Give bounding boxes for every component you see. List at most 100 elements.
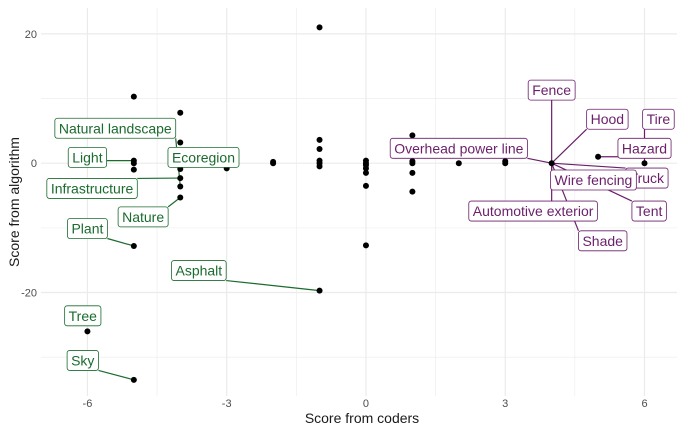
label-box	[468, 200, 598, 222]
data-point	[130, 160, 137, 167]
data-point	[316, 163, 323, 170]
data-point	[130, 376, 137, 383]
label-box	[46, 178, 138, 199]
label-box	[578, 230, 628, 252]
label-connector	[98, 369, 135, 381]
point-label: Natural landscape	[54, 117, 177, 139]
point-label: Light	[67, 146, 108, 168]
data-point	[409, 169, 416, 176]
label-box	[171, 260, 227, 281]
data-point	[177, 109, 184, 116]
label-text: Hazard	[622, 140, 667, 156]
y-axis-title: Score from algorithm	[6, 137, 22, 267]
label-box	[617, 137, 672, 159]
label-text: Overhead power line	[394, 140, 523, 156]
label-connector	[551, 162, 626, 169]
data-point	[270, 160, 277, 167]
label-box	[54, 117, 177, 139]
label-text: Sky	[71, 352, 94, 368]
y-tick-label: 0	[31, 158, 37, 170]
point-label: Shade	[578, 230, 628, 252]
point-label: Fence	[527, 79, 576, 101]
label-box	[67, 218, 108, 239]
label-box	[167, 146, 240, 168]
label-text: Fence	[532, 82, 571, 98]
label-box	[389, 137, 528, 159]
data-point	[316, 136, 323, 143]
label-text: Tree	[69, 308, 97, 324]
label-text: Hood	[591, 111, 624, 127]
point-label: Tire	[642, 108, 675, 130]
point-label: Hood	[586, 108, 629, 130]
point-label: Automotive exterior	[468, 200, 598, 222]
data-point	[362, 182, 369, 189]
label-box	[642, 108, 675, 130]
label-connector	[551, 128, 588, 164]
point-label: Infrastructure	[46, 178, 138, 199]
label-box	[550, 169, 637, 191]
label-text: Wire fencing	[555, 172, 633, 188]
x-axis-title: Score from coders	[305, 410, 419, 426]
x-axis-ticks: -6 -3 0 3 6	[83, 398, 648, 410]
data-point	[595, 153, 602, 160]
data-point	[409, 160, 416, 167]
x-tick-label: 0	[363, 398, 369, 410]
label-connector	[527, 157, 552, 164]
label-box	[631, 200, 667, 222]
data-point	[548, 160, 555, 167]
label-box	[527, 79, 576, 101]
label-text: Shade	[582, 233, 623, 249]
label-text: Ecoregion	[172, 149, 235, 165]
label-connector	[107, 237, 135, 247]
x-tick-label: -6	[83, 398, 93, 410]
label-text: Tire	[647, 111, 671, 127]
data-point	[316, 287, 323, 294]
data-point	[409, 188, 416, 195]
point-label: Sky	[66, 350, 99, 371]
label-text: Tent	[636, 203, 663, 219]
data-point	[130, 166, 137, 173]
data-point	[177, 139, 184, 146]
data-point	[409, 132, 416, 139]
data-point	[84, 328, 91, 335]
x-tick-label: 3	[502, 398, 508, 410]
label-box	[66, 350, 99, 371]
point-label: Asphalt	[171, 260, 227, 281]
data-point	[177, 183, 184, 190]
data-point	[130, 93, 137, 100]
label-text: Asphalt	[175, 263, 222, 279]
data-point	[316, 24, 323, 31]
label-text: Truck	[630, 170, 665, 186]
data-point	[502, 160, 509, 167]
label-text: Light	[72, 149, 102, 165]
data-point	[362, 169, 369, 176]
point-label: Hazard	[617, 137, 672, 159]
data-point	[362, 165, 369, 172]
data-point	[455, 160, 462, 167]
x-tick-label: 6	[641, 398, 647, 410]
x-tick-label: -3	[222, 398, 232, 410]
point-label: Ecoregion	[167, 146, 240, 168]
label-text: Natural landscape	[59, 120, 172, 136]
label-box	[67, 146, 108, 168]
point-label: Tree	[64, 305, 102, 327]
label-box	[117, 206, 169, 228]
data-point	[641, 160, 648, 167]
point-labels: Natural landscape Light Ecoregion Infrastru…	[46, 79, 675, 371]
data-point	[177, 175, 184, 182]
data-point	[362, 242, 369, 249]
y-tick-label: 20	[25, 29, 37, 41]
point-label: Tent	[631, 200, 667, 222]
y-axis-ticks: -20 0 20	[21, 29, 37, 300]
y-tick-label: -20	[21, 288, 37, 300]
data-point	[177, 194, 184, 201]
point-label: Nature	[117, 206, 169, 228]
label-connector	[226, 279, 320, 292]
point-label: Wire fencing	[550, 169, 637, 191]
point-label: Plant	[67, 218, 108, 239]
label-text: Infrastructure	[51, 180, 134, 196]
data-point	[316, 145, 323, 152]
label-text: Automotive exterior	[473, 203, 594, 219]
label-box	[64, 305, 102, 327]
